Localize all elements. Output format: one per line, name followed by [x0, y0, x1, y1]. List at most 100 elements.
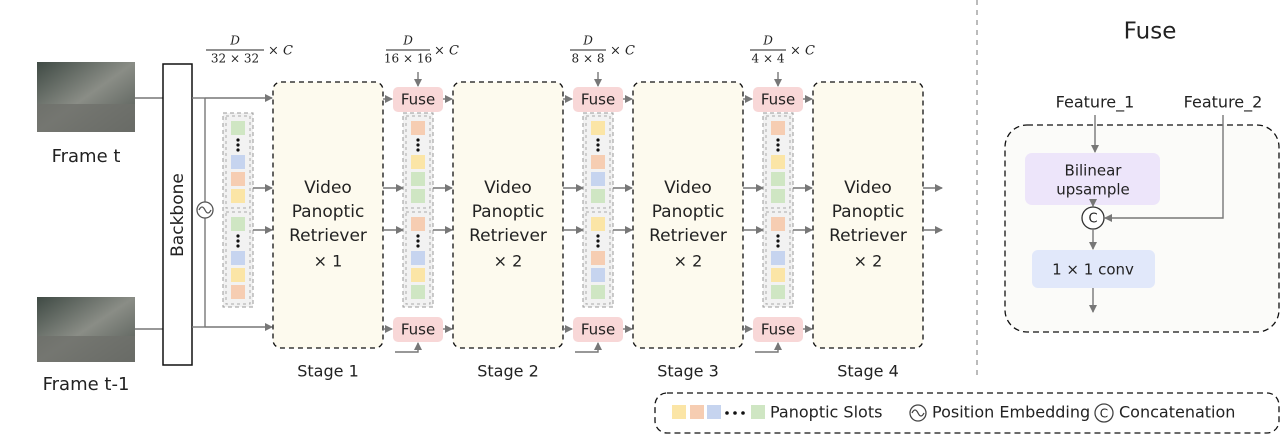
- slot-dots: [596, 239, 599, 242]
- fuse-label: Fuse: [581, 321, 615, 339]
- scale-numerator: D: [402, 34, 413, 48]
- scale-denominator: 4 × 4: [752, 52, 785, 66]
- slot-dots: [416, 234, 419, 237]
- slot-dots: [776, 244, 779, 247]
- stage-block-label: Video: [844, 178, 892, 198]
- legend-slot: [690, 405, 704, 419]
- slot-dots: [596, 148, 599, 151]
- frame-image-road: [37, 104, 135, 132]
- legend-dots: [741, 411, 745, 415]
- slot: [591, 217, 605, 231]
- fuse-label: Fuse: [761, 321, 795, 339]
- slot-dots: [236, 138, 239, 141]
- figure: Frame t Frame t-1 Backbone Video Panoptic Ret…: [0, 0, 1285, 437]
- slot: [411, 155, 425, 169]
- stage-block-label: Retriever: [649, 226, 727, 246]
- slot: [231, 189, 245, 203]
- panel-title: Fuse: [1124, 19, 1177, 45]
- stage-repeat: × 2: [674, 252, 703, 271]
- frame-image-road: [37, 336, 135, 362]
- stage-block-label: Panoptic: [292, 202, 365, 222]
- slot: [411, 285, 425, 299]
- slot: [591, 172, 605, 186]
- stage-repeat: × 2: [494, 252, 523, 271]
- scale-suffix: × C: [610, 44, 635, 59]
- arrow: [395, 343, 418, 352]
- slot-dots: [236, 143, 239, 146]
- scale-denominator: 32 × 32: [211, 52, 259, 66]
- panel-input: Feature_1: [1056, 93, 1135, 113]
- legend-slot: [672, 405, 686, 419]
- slot: [771, 217, 785, 231]
- legend-dots: [733, 411, 737, 415]
- stage-block-label: Panoptic: [652, 202, 725, 222]
- legend-label: Concatenation: [1119, 403, 1235, 422]
- slot: [771, 172, 785, 186]
- slot-dots: [776, 143, 779, 146]
- slot-dots: [236, 148, 239, 151]
- stage-block-label: Video: [664, 178, 712, 198]
- slot: [771, 268, 785, 282]
- slot: [231, 268, 245, 282]
- slot: [591, 189, 605, 203]
- slot: [591, 251, 605, 265]
- stage-label: Stage 3: [657, 362, 719, 381]
- slot-dots: [416, 143, 419, 146]
- stage-label: Stage 4: [837, 362, 899, 381]
- concat-label: C: [1088, 212, 1097, 227]
- backbone-label: Backbone: [168, 173, 188, 257]
- scale-numerator: D: [762, 34, 773, 48]
- slot-dots: [776, 148, 779, 151]
- scale-suffix: × C: [434, 44, 459, 59]
- slot: [411, 121, 425, 135]
- scale-denominator: 8 × 8: [572, 52, 605, 66]
- slot: [411, 172, 425, 186]
- frame-label: Frame t: [52, 146, 121, 167]
- slot-dots: [596, 234, 599, 237]
- fuse-label: Fuse: [761, 91, 795, 109]
- slot-dots: [596, 143, 599, 146]
- scale-suffix: × C: [790, 44, 815, 59]
- slot-dots: [416, 148, 419, 151]
- arrow: [575, 343, 598, 352]
- frame-label: Frame t-1: [43, 374, 130, 395]
- slot: [771, 155, 785, 169]
- stage-block-label: Panoptic: [472, 202, 545, 222]
- stage-block-label: Video: [484, 178, 532, 198]
- slot: [591, 285, 605, 299]
- legend-slot: [707, 405, 721, 419]
- stage-block-label: Panoptic: [832, 202, 905, 222]
- slot: [411, 268, 425, 282]
- slot-dots: [416, 138, 419, 141]
- slot: [411, 189, 425, 203]
- slot: [231, 155, 245, 169]
- legend-concat-symbol: C: [1100, 407, 1108, 421]
- slot: [771, 121, 785, 135]
- slot: [411, 251, 425, 265]
- slot-dots: [776, 239, 779, 242]
- stage-block-label: Retriever: [829, 226, 907, 246]
- scale-denominator: 16 × 16: [384, 52, 432, 66]
- conv-label: 1 × 1 conv: [1052, 261, 1134, 279]
- slot: [231, 172, 245, 186]
- legend-label: Position Embedding: [932, 403, 1090, 422]
- stage-label: Stage 2: [477, 362, 539, 381]
- slot: [411, 217, 425, 231]
- upsample-label: upsample: [1056, 181, 1130, 199]
- legend-slot: [751, 405, 765, 419]
- slot-dots: [236, 239, 239, 242]
- stage-block-label: Retriever: [469, 226, 547, 246]
- slot-dots: [416, 244, 419, 247]
- slot: [231, 217, 245, 231]
- legend-dots: [725, 411, 729, 415]
- fuse-label: Fuse: [581, 91, 615, 109]
- stage-block-label: Retriever: [289, 226, 367, 246]
- scale-numerator: D: [582, 34, 593, 48]
- slot: [591, 155, 605, 169]
- slot: [771, 189, 785, 203]
- slot-dots: [416, 239, 419, 242]
- slot-dots: [776, 234, 779, 237]
- arrow: [755, 343, 778, 352]
- panel-input: Feature_2: [1184, 93, 1263, 113]
- slot-dots: [236, 234, 239, 237]
